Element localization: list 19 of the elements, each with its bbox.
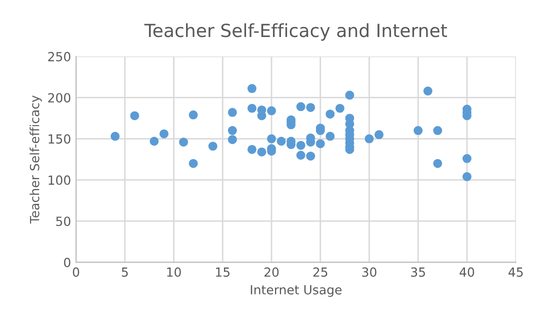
x-tick-label: 35 [411, 267, 425, 277]
x-tick-label: 5 [122, 268, 128, 277]
x-tick-label: 20 [264, 267, 279, 277]
y-tick-label: 250 [48, 52, 70, 62]
x-tick-label: 0 [72, 267, 80, 277]
x-axis-title: Internet Usage [250, 285, 342, 297]
x-tick-label: 25 [313, 267, 328, 277]
y-tick-label: 50 [56, 216, 70, 226]
y-tick-label: 150 [48, 134, 70, 144]
y-axis-title: Teacher Self-efficacy [30, 95, 42, 224]
x-tick-label: 45 [508, 268, 523, 277]
x-tick-label: 10 [167, 267, 181, 277]
chart-title: Teacher Self-Efficacy and Internet [144, 23, 448, 41]
x-tick-label: 30 [362, 267, 376, 277]
y-tick-label: 200 [48, 93, 70, 103]
y-tick-label: 0 [64, 258, 70, 268]
x-tick-label: 15 [216, 268, 230, 277]
x-tick-label: 40 [460, 267, 474, 277]
y-tick-label: 100 [48, 175, 70, 185]
